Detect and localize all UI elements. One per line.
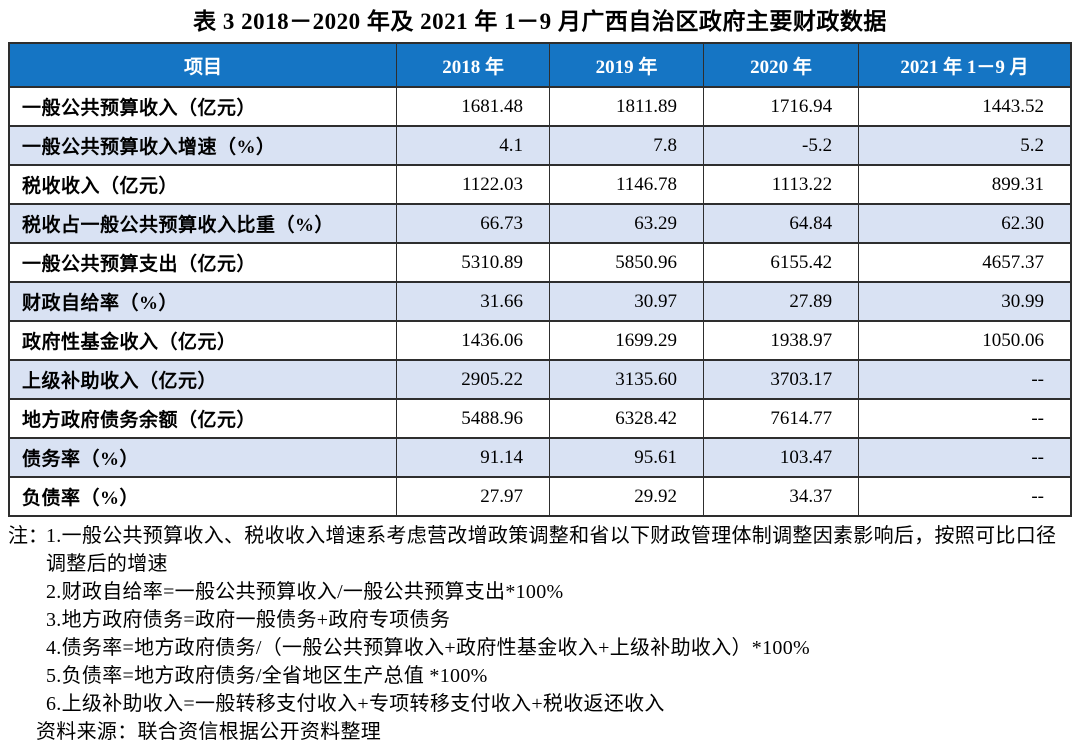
notes-list: 1.一般公共预算收入、税收收入增速系考虑营改增政策调整和省以下财政管理体制调整因… (46, 522, 1070, 718)
header-item-column: 项目 (8, 42, 398, 88)
cell-value: 30.97 (549, 281, 705, 322)
row-label: 一般公共预算收入（亿元） (8, 86, 398, 127)
note-item-5: 5.负债率=地方政府债务/全省地区生产总值 *100% (46, 665, 488, 687)
table-row: 税收收入（亿元） 1122.03 1146.78 1113.22 899.31 (8, 164, 1072, 205)
cell-value: 91.14 (396, 437, 551, 478)
header-row: 项目 2018 年 2019 年 2020 年 2021 年 1－9 月 (8, 42, 1072, 88)
fiscal-data-table: 项目 2018 年 2019 年 2020 年 2021 年 1－9 月 一般公… (8, 42, 1072, 517)
cell-value: 3135.60 (549, 359, 705, 400)
cell-value: 1716.94 (703, 86, 860, 127)
cell-value: 34.37 (703, 476, 860, 517)
cell-value: 30.99 (858, 281, 1072, 322)
cell-value: -- (858, 437, 1072, 478)
cell-value: 1443.52 (858, 86, 1072, 127)
cell-value: 1681.48 (396, 86, 551, 127)
cell-value: 31.66 (396, 281, 551, 322)
cell-value: 29.92 (549, 476, 705, 517)
note-item-6: 6.上级补助收入=一般转移支付收入+专项转移支付收入+税收返还收入 (46, 693, 665, 715)
source-line: 资料来源：联合资信根据公开资料整理 (36, 721, 382, 743)
cell-value: -- (858, 359, 1072, 400)
note-item-3: 3.地方政府债务=政府一般债务+政府专项债务 (46, 609, 451, 631)
table-row: 政府性基金收入（亿元） 1436.06 1699.29 1938.97 1050… (8, 320, 1072, 361)
cell-value: 7.8 (549, 125, 705, 166)
table-row: 上级补助收入（亿元） 2905.22 3135.60 3703.17 -- (8, 359, 1072, 400)
notes-section: 注： 1.一般公共预算收入、税收收入增速系考虑营改增政策调整和省以下财政管理体制… (8, 522, 1070, 744)
cell-value: 1436.06 (396, 320, 551, 361)
table-row: 一般公共预算收入（亿元） 1681.48 1811.89 1716.94 144… (8, 86, 1072, 127)
cell-value: 6328.42 (549, 398, 705, 439)
row-label: 税收占一般公共预算收入比重（%） (8, 203, 398, 244)
cell-value: 2905.22 (396, 359, 551, 400)
table-row: 负债率（%） 27.97 29.92 34.37 -- (8, 476, 1072, 517)
cell-value: 64.84 (703, 203, 860, 244)
cell-value: 27.89 (703, 281, 860, 322)
cell-value: 1938.97 (703, 320, 860, 361)
cell-value: 95.61 (549, 437, 705, 478)
table-title: 表 3 2018－2020 年及 2021 年 1－9 月广西自治区政府主要财政… (193, 9, 887, 34)
row-label: 地方政府债务余额（亿元） (8, 398, 398, 439)
cell-value: 7614.77 (703, 398, 860, 439)
cell-value: -5.2 (703, 125, 860, 166)
cell-value: -- (858, 398, 1072, 439)
cell-value: 63.29 (549, 203, 705, 244)
cell-value: 3703.17 (703, 359, 860, 400)
cell-value: 5488.96 (396, 398, 551, 439)
row-label: 负债率（%） (8, 476, 398, 517)
table-row: 税收占一般公共预算收入比重（%） 66.73 63.29 64.84 62.30 (8, 203, 1072, 244)
note-item-2: 2.财政自给率=一般公共预算收入/一般公共预算支出*100% (46, 581, 564, 603)
table-row: 一般公共预算收入增速（%） 4.1 7.8 -5.2 5.2 (8, 125, 1072, 166)
table-row: 债务率（%） 91.14 95.61 103.47 -- (8, 437, 1072, 478)
table-row: 一般公共预算支出（亿元） 5310.89 5850.96 6155.42 465… (8, 242, 1072, 283)
row-label: 一般公共预算收入增速（%） (8, 125, 398, 166)
cell-value: 899.31 (858, 164, 1072, 205)
cell-value: 1699.29 (549, 320, 705, 361)
document-page: 表 3 2018－2020 年及 2021 年 1－9 月广西自治区政府主要财政… (0, 6, 1080, 744)
cell-value: 5310.89 (396, 242, 551, 283)
cell-value: -- (858, 476, 1072, 517)
cell-value: 6155.42 (703, 242, 860, 283)
cell-value: 1811.89 (549, 86, 705, 127)
note-item-4: 4.债务率=地方政府债务/（一般公共预算收入+政府性基金收入+上级补助收入）*1… (46, 637, 810, 659)
table-row: 财政自给率（%） 31.66 30.97 27.89 30.99 (8, 281, 1072, 322)
cell-value: 1146.78 (549, 164, 705, 205)
cell-value: 4.1 (396, 125, 551, 166)
cell-value: 1050.06 (858, 320, 1072, 361)
notes-label: 注： (8, 525, 48, 547)
header-year-2018: 2018 年 (396, 42, 551, 88)
cell-value: 27.97 (396, 476, 551, 517)
row-label: 税收收入（亿元） (8, 164, 398, 205)
table-row: 地方政府债务余额（亿元） 5488.96 6328.42 7614.77 -- (8, 398, 1072, 439)
cell-value: 62.30 (858, 203, 1072, 244)
row-label: 政府性基金收入（亿元） (8, 320, 398, 361)
cell-value: 1113.22 (703, 164, 860, 205)
cell-value: 5850.96 (549, 242, 705, 283)
row-label: 债务率（%） (8, 437, 398, 478)
cell-value: 66.73 (396, 203, 551, 244)
cell-value: 103.47 (703, 437, 860, 478)
cell-value: 5.2 (858, 125, 1072, 166)
cell-value: 4657.37 (858, 242, 1072, 283)
header-year-2020: 2020 年 (703, 42, 860, 88)
row-label: 财政自给率（%） (8, 281, 398, 322)
row-label: 一般公共预算支出（亿元） (8, 242, 398, 283)
cell-value: 1122.03 (396, 164, 551, 205)
note-item-1: 1.一般公共预算收入、税收收入增速系考虑营改增政策调整和省以下财政管理体制调整因… (46, 525, 1057, 575)
header-year-2019: 2019 年 (549, 42, 705, 88)
row-label: 上级补助收入（亿元） (8, 359, 398, 400)
header-year-2021-jan-sep: 2021 年 1－9 月 (858, 42, 1072, 88)
